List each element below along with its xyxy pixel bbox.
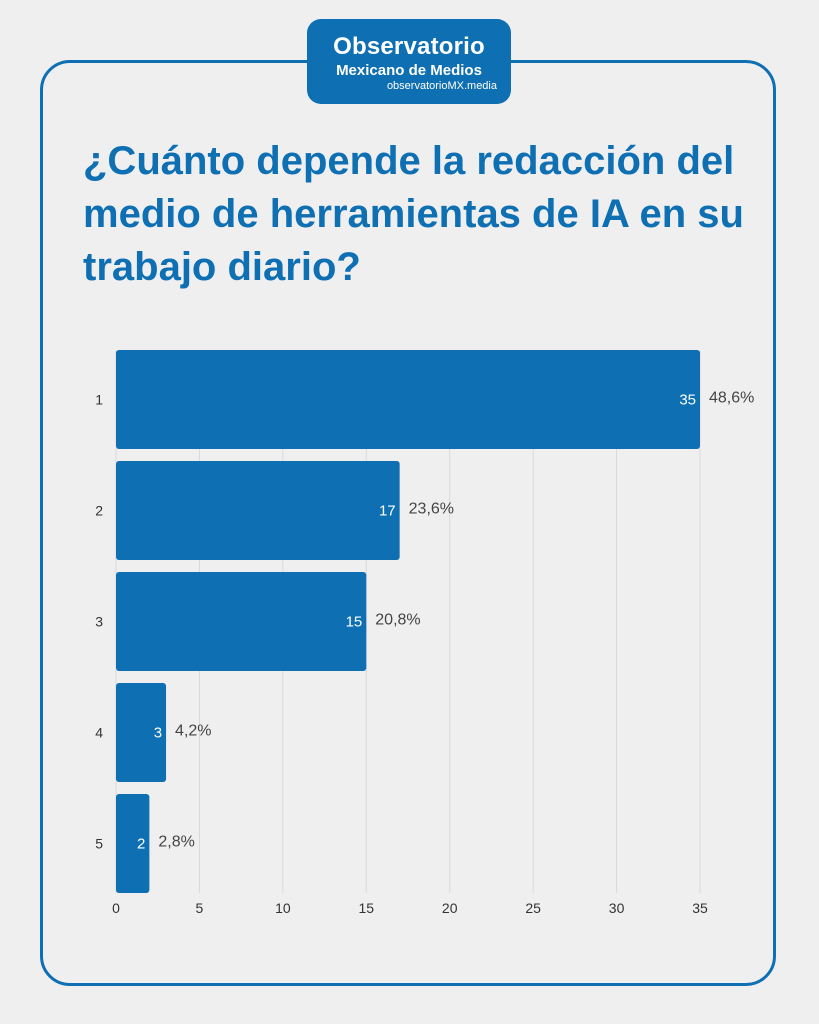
bar-value-label: 3 <box>154 725 162 742</box>
bar-value-label: 2 <box>137 836 145 853</box>
bar-value-label: 17 <box>379 503 396 520</box>
bar <box>116 350 700 449</box>
y-tick-label: 5 <box>95 836 103 852</box>
bar-percent-label: 48,6% <box>709 390 754 407</box>
y-tick-label: 4 <box>95 725 103 741</box>
bar <box>116 572 367 671</box>
x-tick-label: 20 <box>442 900 458 916</box>
x-tick-label: 25 <box>525 900 541 916</box>
bar-percent-label: 2,8% <box>158 834 194 851</box>
x-tick-label: 35 <box>692 900 708 916</box>
x-tick-label: 5 <box>196 900 204 916</box>
logo-line-1: Observatorio <box>333 33 485 60</box>
y-tick-label: 1 <box>95 392 103 408</box>
logo-line-2: Mexicano de Medios <box>336 62 482 79</box>
bar-value-label: 35 <box>679 392 696 409</box>
x-tick-label: 15 <box>358 900 374 916</box>
x-tick-label: 0 <box>112 900 120 916</box>
bar-percent-label: 4,2% <box>175 723 211 740</box>
bar-percent-label: 23,6% <box>409 501 454 518</box>
y-tick-label: 2 <box>95 503 103 519</box>
bar <box>116 683 167 782</box>
brand-logo: Observatorio Mexicano de Medios observat… <box>307 19 511 104</box>
x-tick-label: 30 <box>609 900 625 916</box>
x-tick-label: 10 <box>275 900 291 916</box>
bar <box>116 794 150 893</box>
bar <box>116 461 400 560</box>
bar-percent-label: 20,8% <box>375 612 420 629</box>
chart-title: ¿Cuánto depende la redacción del medio d… <box>83 139 744 289</box>
y-tick-label: 3 <box>95 614 103 630</box>
bar-value-label: 15 <box>346 614 363 631</box>
logo-url: observatorioMX.media <box>386 80 497 92</box>
